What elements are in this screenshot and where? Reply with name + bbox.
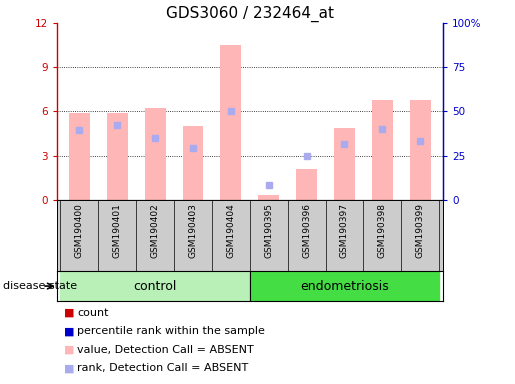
Bar [372, 99, 393, 200]
Bar [69, 113, 90, 200]
Text: ■: ■ [64, 363, 75, 373]
Text: ■: ■ [64, 326, 75, 336]
Bar [296, 169, 317, 200]
Text: GSM190404: GSM190404 [226, 203, 235, 258]
Text: GSM190400: GSM190400 [75, 203, 84, 258]
Bar [145, 108, 165, 200]
Bar [250, 271, 439, 301]
Text: GSM190403: GSM190403 [188, 203, 197, 258]
Text: GSM190395: GSM190395 [264, 203, 273, 258]
Bar [60, 271, 250, 301]
Text: GSM190399: GSM190399 [416, 203, 425, 258]
Text: value, Detection Call = ABSENT: value, Detection Call = ABSENT [77, 345, 254, 355]
Bar [107, 113, 128, 200]
Text: GSM190398: GSM190398 [378, 203, 387, 258]
Text: GSM190401: GSM190401 [113, 203, 122, 258]
Title: GDS3060 / 232464_at: GDS3060 / 232464_at [166, 5, 334, 22]
Text: count: count [77, 308, 109, 318]
Text: ■: ■ [64, 308, 75, 318]
Text: GSM190402: GSM190402 [150, 203, 160, 258]
Text: GSM190397: GSM190397 [340, 203, 349, 258]
Text: disease state: disease state [3, 281, 77, 291]
Text: endometriosis: endometriosis [300, 280, 389, 293]
Bar [334, 127, 355, 200]
Bar [259, 195, 279, 200]
Text: ■: ■ [64, 345, 75, 355]
Bar [182, 126, 203, 200]
Bar [220, 45, 241, 200]
Text: rank, Detection Call = ABSENT: rank, Detection Call = ABSENT [77, 363, 249, 373]
Text: control: control [133, 280, 177, 293]
Text: percentile rank within the sample: percentile rank within the sample [77, 326, 265, 336]
Text: GSM190396: GSM190396 [302, 203, 311, 258]
Bar [410, 99, 431, 200]
